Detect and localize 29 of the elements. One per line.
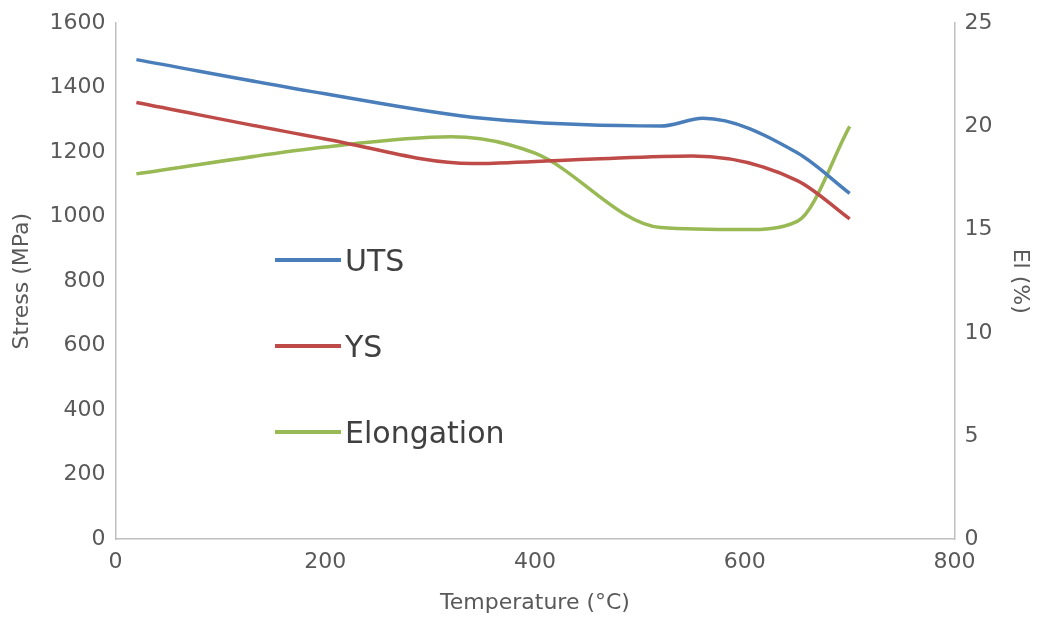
y-tick-label: 400 xyxy=(63,395,106,421)
y-tick-label: 1200 xyxy=(49,137,106,163)
y-tick-label: 600 xyxy=(63,331,106,357)
x-tick-label: 800 xyxy=(933,548,976,574)
x-tick-label: 600 xyxy=(723,548,766,574)
legend-label: Elongation xyxy=(345,414,505,450)
y-axis-title: Stress (MPa) xyxy=(7,212,33,350)
y-tick-label: 0 xyxy=(91,524,106,550)
x-tick-label: 400 xyxy=(514,548,556,574)
y2-tick-label: 25 xyxy=(964,8,993,34)
y-tick-label: 1400 xyxy=(49,73,106,99)
y-tick-label: 200 xyxy=(63,460,106,486)
y-tick-label: 1000 xyxy=(49,202,106,228)
y2-tick-label: 0 xyxy=(964,524,979,550)
y2-tick-label: 10 xyxy=(964,318,993,344)
legend-label: UTS xyxy=(345,242,405,278)
x-axis-title: Temperature (°C) xyxy=(439,588,630,614)
y2-tick-label: 20 xyxy=(964,112,993,138)
line-series xyxy=(134,100,852,221)
y-tick-label: 800 xyxy=(63,266,106,292)
y2-tick-label: 15 xyxy=(964,215,993,241)
x-tick-label: 200 xyxy=(304,548,347,574)
y2-tick-label: 5 xyxy=(964,421,979,447)
legend-label: YS xyxy=(345,328,383,364)
y-tick-label: 1600 xyxy=(49,8,106,34)
line-series xyxy=(134,124,852,232)
line-series xyxy=(134,57,852,196)
y2-axis-title: El (%) xyxy=(1009,248,1035,314)
x-tick-label: 0 xyxy=(108,548,123,574)
